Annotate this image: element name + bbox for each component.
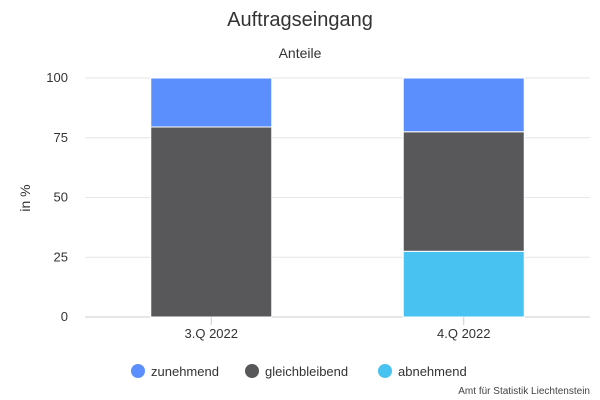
y-tick-label: 0 (61, 309, 68, 324)
x-tick-label: 4.Q 2022 (437, 326, 491, 341)
y-axis-label: in % (17, 184, 33, 211)
x-axis-ticks: 3.Q 2022 4.Q 2022 (185, 317, 491, 341)
bar-segment-zunehmend[interactable] (402, 77, 525, 133)
chart-title: Auftragseingang (227, 9, 373, 31)
y-tick-label: 50 (54, 190, 68, 205)
legend: zunehmend gleichbleibend abnehmend (131, 364, 467, 379)
bar-segment-abnehmend[interactable] (402, 250, 525, 318)
y-tick-label: 100 (46, 70, 68, 85)
bar-segment-zunehmend[interactable] (150, 77, 273, 128)
legend-item-abnehmend[interactable]: abnehmend (378, 364, 467, 379)
bar-segment-gleichbleibend[interactable] (150, 126, 273, 318)
legend-item-gleichbleibend[interactable]: gleichbleibend (245, 364, 348, 379)
chart-subtitle: Anteile (279, 45, 322, 61)
y-tick-label: 25 (54, 249, 68, 264)
y-tick-label: 75 (54, 130, 68, 145)
legend-swatch (378, 364, 392, 378)
legend-item-zunehmend[interactable]: zunehmend (131, 364, 219, 379)
bar-stacks (150, 77, 525, 318)
credit-text: Amt für Statistik Liechtenstein (458, 386, 590, 397)
y-axis-ticks: 0 25 50 75 100 (46, 70, 68, 324)
legend-label: zunehmend (151, 364, 219, 379)
bar-segment-gleichbleibend[interactable] (402, 131, 525, 252)
legend-label: abnehmend (398, 364, 467, 379)
legend-swatch (245, 364, 259, 378)
legend-swatch (131, 364, 145, 378)
x-tick-label: 3.Q 2022 (185, 326, 239, 341)
legend-label: gleichbleibend (265, 364, 348, 379)
